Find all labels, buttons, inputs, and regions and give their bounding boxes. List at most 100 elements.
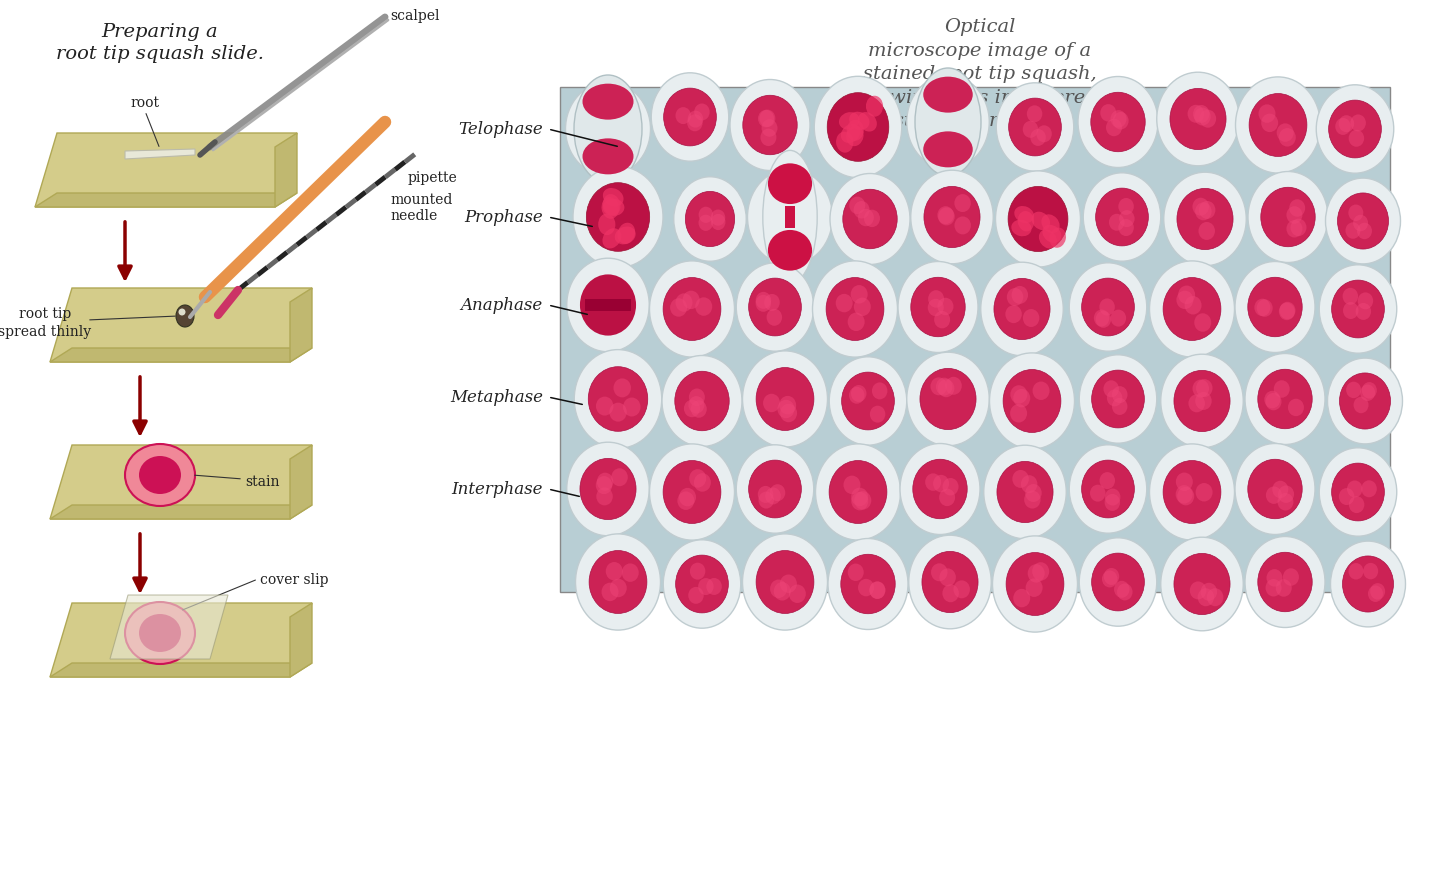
Ellipse shape — [851, 492, 868, 510]
Ellipse shape — [780, 574, 796, 594]
Ellipse shape — [1094, 310, 1109, 327]
Ellipse shape — [580, 459, 636, 520]
Ellipse shape — [1176, 473, 1192, 491]
Ellipse shape — [675, 555, 729, 613]
Ellipse shape — [694, 104, 710, 121]
Ellipse shape — [1236, 262, 1315, 353]
Ellipse shape — [1104, 568, 1119, 585]
Ellipse shape — [851, 286, 868, 304]
Ellipse shape — [1289, 200, 1305, 217]
Ellipse shape — [583, 84, 634, 120]
Ellipse shape — [680, 488, 696, 507]
Ellipse shape — [685, 192, 734, 247]
Ellipse shape — [603, 195, 621, 216]
Ellipse shape — [907, 353, 989, 446]
Text: mounted
needle: mounted needle — [390, 193, 452, 223]
Ellipse shape — [1329, 101, 1381, 159]
Ellipse shape — [981, 263, 1063, 356]
Ellipse shape — [1014, 207, 1034, 224]
Ellipse shape — [1117, 584, 1132, 601]
Ellipse shape — [1113, 113, 1129, 131]
Ellipse shape — [566, 83, 651, 176]
Ellipse shape — [756, 368, 814, 431]
Ellipse shape — [850, 197, 865, 215]
Ellipse shape — [602, 583, 619, 602]
Ellipse shape — [1273, 481, 1289, 499]
Ellipse shape — [596, 488, 613, 506]
Ellipse shape — [1259, 105, 1276, 124]
Ellipse shape — [1115, 581, 1129, 598]
Ellipse shape — [765, 488, 780, 505]
Ellipse shape — [1277, 125, 1293, 143]
Ellipse shape — [829, 461, 887, 524]
Ellipse shape — [996, 462, 1053, 523]
Ellipse shape — [675, 108, 691, 125]
Ellipse shape — [749, 460, 801, 518]
Ellipse shape — [596, 397, 613, 416]
Ellipse shape — [945, 377, 962, 396]
Ellipse shape — [1276, 580, 1292, 597]
Ellipse shape — [1201, 583, 1217, 601]
Ellipse shape — [1070, 263, 1146, 352]
Ellipse shape — [1178, 286, 1195, 304]
Ellipse shape — [1009, 404, 1027, 423]
Ellipse shape — [683, 291, 700, 310]
Ellipse shape — [603, 189, 624, 207]
Ellipse shape — [935, 311, 950, 329]
Ellipse shape — [994, 279, 1050, 340]
Ellipse shape — [1279, 303, 1295, 321]
Ellipse shape — [1257, 553, 1312, 612]
Ellipse shape — [1043, 225, 1061, 244]
Polygon shape — [50, 505, 312, 519]
Ellipse shape — [1110, 310, 1126, 327]
Ellipse shape — [1109, 215, 1125, 232]
Ellipse shape — [1178, 488, 1194, 506]
Ellipse shape — [1164, 173, 1246, 267]
Ellipse shape — [1344, 303, 1358, 320]
Ellipse shape — [140, 614, 181, 652]
Ellipse shape — [730, 81, 809, 171]
Ellipse shape — [1261, 115, 1279, 133]
Ellipse shape — [606, 562, 622, 581]
Ellipse shape — [664, 89, 716, 146]
Ellipse shape — [1345, 223, 1361, 239]
Ellipse shape — [1092, 371, 1145, 428]
Ellipse shape — [687, 115, 703, 132]
Ellipse shape — [1032, 562, 1050, 581]
Ellipse shape — [1207, 588, 1224, 607]
Ellipse shape — [914, 69, 981, 177]
Ellipse shape — [580, 275, 636, 336]
Ellipse shape — [586, 183, 649, 252]
Ellipse shape — [649, 261, 734, 358]
Ellipse shape — [1079, 538, 1156, 626]
Ellipse shape — [841, 125, 860, 144]
Ellipse shape — [1264, 391, 1280, 409]
Ellipse shape — [1070, 446, 1146, 533]
Ellipse shape — [609, 579, 626, 597]
Polygon shape — [289, 446, 312, 519]
Ellipse shape — [1028, 565, 1044, 583]
Ellipse shape — [1031, 212, 1050, 231]
Ellipse shape — [1371, 583, 1385, 600]
Ellipse shape — [1156, 73, 1240, 167]
Ellipse shape — [841, 373, 894, 431]
Text: stain: stain — [245, 474, 279, 488]
Ellipse shape — [583, 139, 634, 175]
Ellipse shape — [770, 485, 785, 502]
Ellipse shape — [779, 396, 796, 415]
Polygon shape — [109, 595, 228, 660]
Ellipse shape — [1014, 389, 1030, 408]
Ellipse shape — [1246, 354, 1325, 445]
Ellipse shape — [955, 195, 971, 213]
Ellipse shape — [1368, 586, 1382, 602]
Ellipse shape — [1280, 303, 1296, 320]
Ellipse shape — [1283, 568, 1299, 586]
Ellipse shape — [759, 111, 775, 128]
Ellipse shape — [1195, 203, 1211, 221]
Ellipse shape — [768, 231, 812, 271]
Ellipse shape — [1339, 116, 1354, 133]
Ellipse shape — [848, 313, 864, 332]
Ellipse shape — [1083, 174, 1161, 262]
Ellipse shape — [1021, 475, 1037, 494]
Ellipse shape — [1022, 310, 1040, 328]
